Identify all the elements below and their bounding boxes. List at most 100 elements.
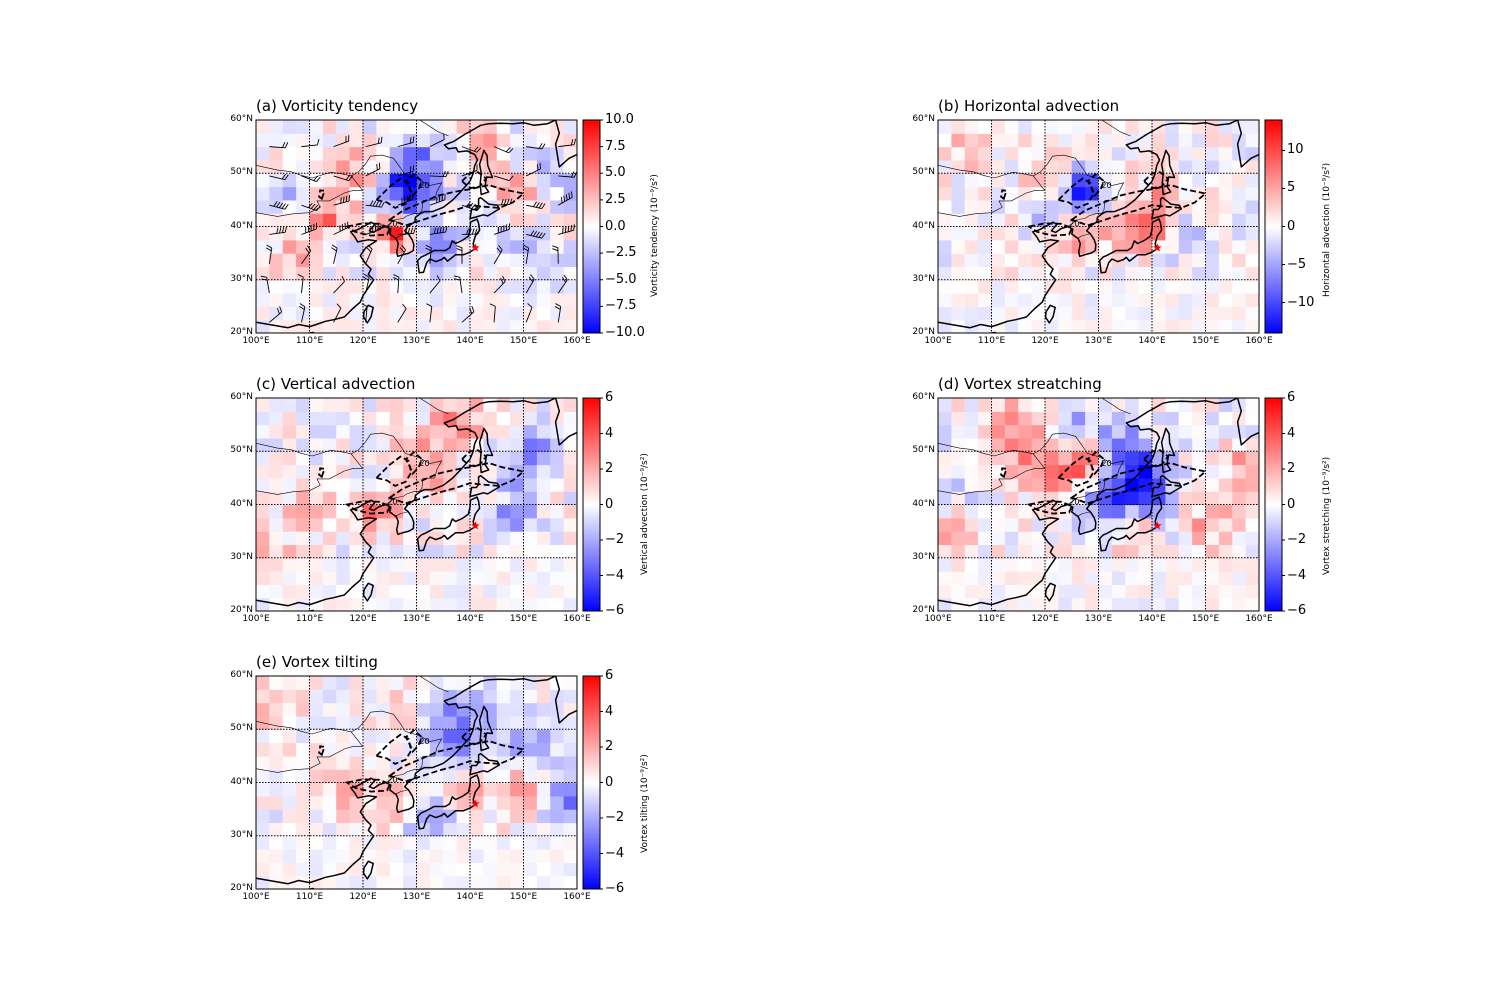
wind-barb-flag [456, 248, 463, 252]
map-frame [937, 119, 1260, 334]
colorbar-label: Vorticity tendency (10⁻⁹/s²) [650, 173, 660, 297]
wind-barb-flag [273, 201, 278, 207]
wind-barb-flag [476, 147, 482, 153]
wind-barb [365, 306, 368, 323]
x-tick-label: 140°E [456, 336, 484, 346]
x-tick-label: 160°E [563, 614, 591, 624]
wind-barb-flag [409, 137, 412, 144]
contour-label: 20 [387, 498, 397, 507]
x-tick-label: 150°E [1191, 336, 1220, 346]
y-tick-label: 30°N [230, 273, 253, 284]
star-marker [1153, 243, 1162, 252]
wind-barb-flag [378, 162, 381, 169]
wind-barb-flag [363, 273, 370, 278]
wind-barb-flag [554, 306, 561, 310]
wind-barb-flag [505, 147, 511, 153]
contour-label: 20 [1069, 498, 1079, 507]
y-tick-label: 20°N [230, 327, 253, 337]
wind-barb-flag [471, 203, 476, 210]
coastline [256, 676, 577, 889]
wind-barb-flag [378, 201, 382, 208]
wind-barb-flag [530, 230, 535, 236]
colorbar [582, 675, 603, 890]
wind-barb-flag [316, 139, 320, 146]
y-tick-label: 60°N [230, 114, 253, 124]
contour-label: 20 [419, 181, 429, 190]
wind-barb-flag [563, 274, 568, 281]
wind-barb-flag [536, 164, 539, 171]
wind-barb-flag [445, 171, 449, 177]
y-tick-label: 50°N [230, 167, 253, 178]
colorbar-tick-label: 0 [605, 496, 614, 512]
wind-barb-flag [297, 274, 304, 278]
wind-barb-flag [399, 247, 405, 253]
colorbar-tick-label: −2 [605, 532, 625, 547]
x-tick-label: 100°E [242, 336, 270, 346]
wind-barb-flag [276, 308, 280, 315]
wind-barb-flag [281, 173, 286, 180]
star-marker [1153, 521, 1162, 530]
wind-barbs [260, 133, 577, 323]
colorbar-tick-label: 2 [605, 461, 614, 476]
x-tick-label: 140°E [456, 892, 484, 902]
colorbar-tick-label: −10.0 [605, 325, 645, 340]
wind-barb-flag [560, 197, 563, 204]
wind-barb-flag [276, 227, 279, 234]
colorbar-tick-label: −2 [1287, 532, 1307, 547]
colorbar-tick-label: 2.5 [605, 191, 626, 207]
colorbar-tick-label: −4 [605, 845, 625, 861]
colorbar-tick-label: −5.0 [605, 271, 637, 287]
wind-barb-flag [468, 202, 474, 209]
wind-barb-flag [555, 303, 561, 307]
colorbar-label: Vertical advection (10⁻⁹/s²) [640, 452, 650, 575]
wind-barb-flag [500, 198, 504, 205]
colorbar-tick-label: 4 [605, 425, 614, 441]
colorbar [582, 119, 603, 334]
wind-barb-flag [433, 227, 436, 234]
anomaly-field [256, 120, 577, 333]
wind-barb-flag [265, 247, 272, 252]
y-tick-label: 20°N [912, 327, 935, 337]
wind-barb-flag [473, 204, 479, 210]
wind-barb-flag [377, 137, 380, 144]
panel-vorticity-tendency: (a) Vorticity tendency 20 20 20°N 30°N 40°N 50… [230, 97, 700, 353]
x-tick-label: 100°E [242, 614, 270, 624]
panel-title: (c) Vertical advection [256, 375, 416, 393]
x-tick-label: 100°E [242, 892, 270, 902]
anomaly-field [256, 398, 577, 611]
panel-title: (a) Vorticity tendency [256, 97, 419, 115]
wind-barb-flag [281, 203, 286, 209]
wind-barb-flag [471, 228, 475, 235]
wind-barb-flag [538, 232, 543, 238]
wind-barb-flag [331, 247, 337, 252]
wind-barb-flag [284, 142, 289, 148]
wind-barb-flag [563, 195, 566, 202]
colorbar-tick-label: −4 [605, 567, 625, 583]
wind-barb-flag [261, 278, 268, 281]
wind-barb-flag [345, 174, 351, 181]
coastline [938, 398, 1259, 611]
wind-barb [525, 307, 533, 323]
y-tick-label: 60°N [912, 114, 935, 124]
wind-barb-flag [508, 148, 514, 154]
wind-barb-flag [407, 227, 411, 234]
wind-barb-flag [509, 198, 513, 205]
x-tick-label: 150°E [509, 614, 538, 624]
wind-barb-flag [369, 200, 374, 206]
wind-barb-flag [375, 200, 380, 207]
borders [256, 398, 449, 517]
dashed-contour [318, 449, 526, 515]
wind-barb-flag [260, 275, 267, 278]
wind-barb-flag [570, 171, 575, 178]
wind-barb-flag [310, 203, 316, 209]
wind-barb [333, 281, 345, 294]
colorbar-tick-label: 0.0 [605, 218, 626, 234]
wind-barb-flag [469, 307, 473, 314]
wind-barb-flag [568, 192, 571, 199]
wind-barb-flag [562, 227, 564, 234]
x-tick-label: 160°E [563, 892, 591, 902]
colorbar-label: Vortex tilting (10⁻⁹/s²) [640, 753, 650, 853]
map-frame [937, 397, 1260, 612]
wind-barb-flag [503, 198, 507, 205]
